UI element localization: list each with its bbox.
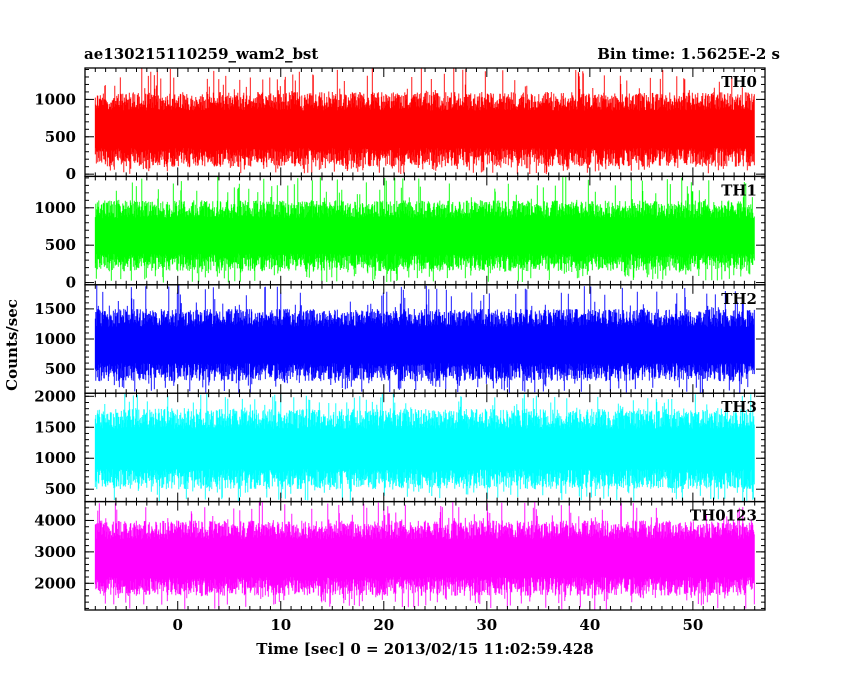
series-th1 bbox=[94, 176, 755, 283]
panel-label-th2: TH2 bbox=[721, 290, 757, 308]
series-th3 bbox=[94, 393, 755, 502]
y-tick-label: 3000 bbox=[34, 543, 76, 561]
series-th2 bbox=[94, 285, 755, 394]
x-tick-label: 50 bbox=[682, 616, 703, 634]
series-th0123 bbox=[94, 501, 755, 610]
x-axis-label: Time [sec] 0 = 2013/02/15 11:02:59.428 bbox=[256, 640, 593, 658]
y-tick-label: 1000 bbox=[34, 449, 76, 467]
panel-th2: 500 1000 1500 TH2 bbox=[34, 284, 766, 394]
series-th0 bbox=[94, 68, 755, 175]
y-tick-label: 500 bbox=[45, 128, 76, 146]
y-tick-label: 4000 bbox=[34, 511, 76, 529]
x-tick-label: 40 bbox=[579, 616, 600, 634]
bin-time-label: Bin time: 1.5625E-2 s bbox=[597, 45, 780, 63]
panel-label-th1: TH1 bbox=[721, 181, 757, 199]
chart-title: ae130215110259_wam2_bst bbox=[84, 45, 318, 63]
y-tick-label: 1500 bbox=[34, 418, 76, 436]
y-tick-label: 1000 bbox=[34, 90, 76, 108]
panel-th0: 0 500 1000 TH0 bbox=[34, 67, 766, 183]
x-tick-label: 30 bbox=[476, 616, 497, 634]
panel-label-th0: TH0 bbox=[721, 73, 757, 91]
x-tick-label: 20 bbox=[373, 616, 394, 634]
x-tick-label: 10 bbox=[270, 616, 291, 634]
panels: 05001000TH005001000TH150010001500TH25001… bbox=[34, 67, 766, 634]
y-tick-label: 0 bbox=[66, 165, 76, 183]
panel-th3: 500 1000 1500 2000 TH3 bbox=[34, 387, 766, 503]
panel-th0123: 2000 3000 4000 TH0123 bbox=[34, 500, 766, 611]
y-tick-label: 500 bbox=[45, 236, 76, 254]
y-tick-label: 500 bbox=[45, 360, 76, 378]
y-tick-label: 500 bbox=[45, 480, 76, 498]
y-tick-label: 1000 bbox=[34, 199, 76, 217]
y-tick-label: 2000 bbox=[34, 387, 76, 405]
panel-label-th3: TH3 bbox=[721, 398, 757, 416]
y-tick-label: 1000 bbox=[34, 330, 76, 348]
panel-th1: 0 500 1000 TH1 bbox=[34, 175, 766, 292]
panel-label-th0123: TH0123 bbox=[690, 507, 757, 525]
y-tick-label: 2000 bbox=[34, 574, 76, 592]
y-axis-label: Counts/sec bbox=[3, 299, 21, 391]
y-tick-label: 1500 bbox=[34, 300, 76, 318]
x-tick-label: 0 bbox=[173, 616, 183, 634]
y-tick-label: 0 bbox=[66, 274, 76, 292]
